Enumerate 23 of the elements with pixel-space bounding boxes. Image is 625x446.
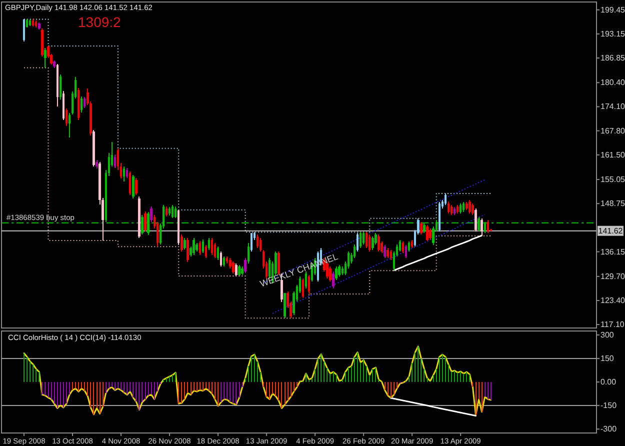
y-tick-label: 117.10	[600, 320, 625, 330]
line-series	[23, 346, 492, 416]
y-tick-label: 300	[600, 330, 614, 340]
ref-line-label: 141.62	[598, 226, 624, 236]
y-tick-label: 186.85	[600, 53, 625, 62]
y-tick-label: 199.45	[600, 5, 625, 14]
y-tick-label: 167.80	[600, 126, 625, 136]
annotation: 1309:2	[78, 14, 122, 30]
y-tick-label: 155.05	[600, 175, 625, 184]
y-tick-label: 148.75	[600, 199, 625, 208]
y-tick-label: -150	[600, 401, 618, 410]
y-tick-label: -300	[600, 424, 618, 434]
line-series	[393, 234, 483, 272]
y-tick-label: 174.10	[600, 102, 625, 112]
y-tick-label: 161.50	[600, 150, 625, 160]
y-tick-label: 180.40	[600, 78, 625, 88]
line-series	[390, 397, 477, 416]
y-tick-label: 0.00	[600, 378, 617, 386]
y-tick-label: 136.15	[600, 247, 625, 256]
y-tick-label: 193.15	[600, 29, 625, 38]
y-tick-label: 129.70	[600, 272, 625, 281]
y-tick-label: 150	[600, 354, 614, 363]
y-tick-label: 123.40	[600, 296, 625, 305]
